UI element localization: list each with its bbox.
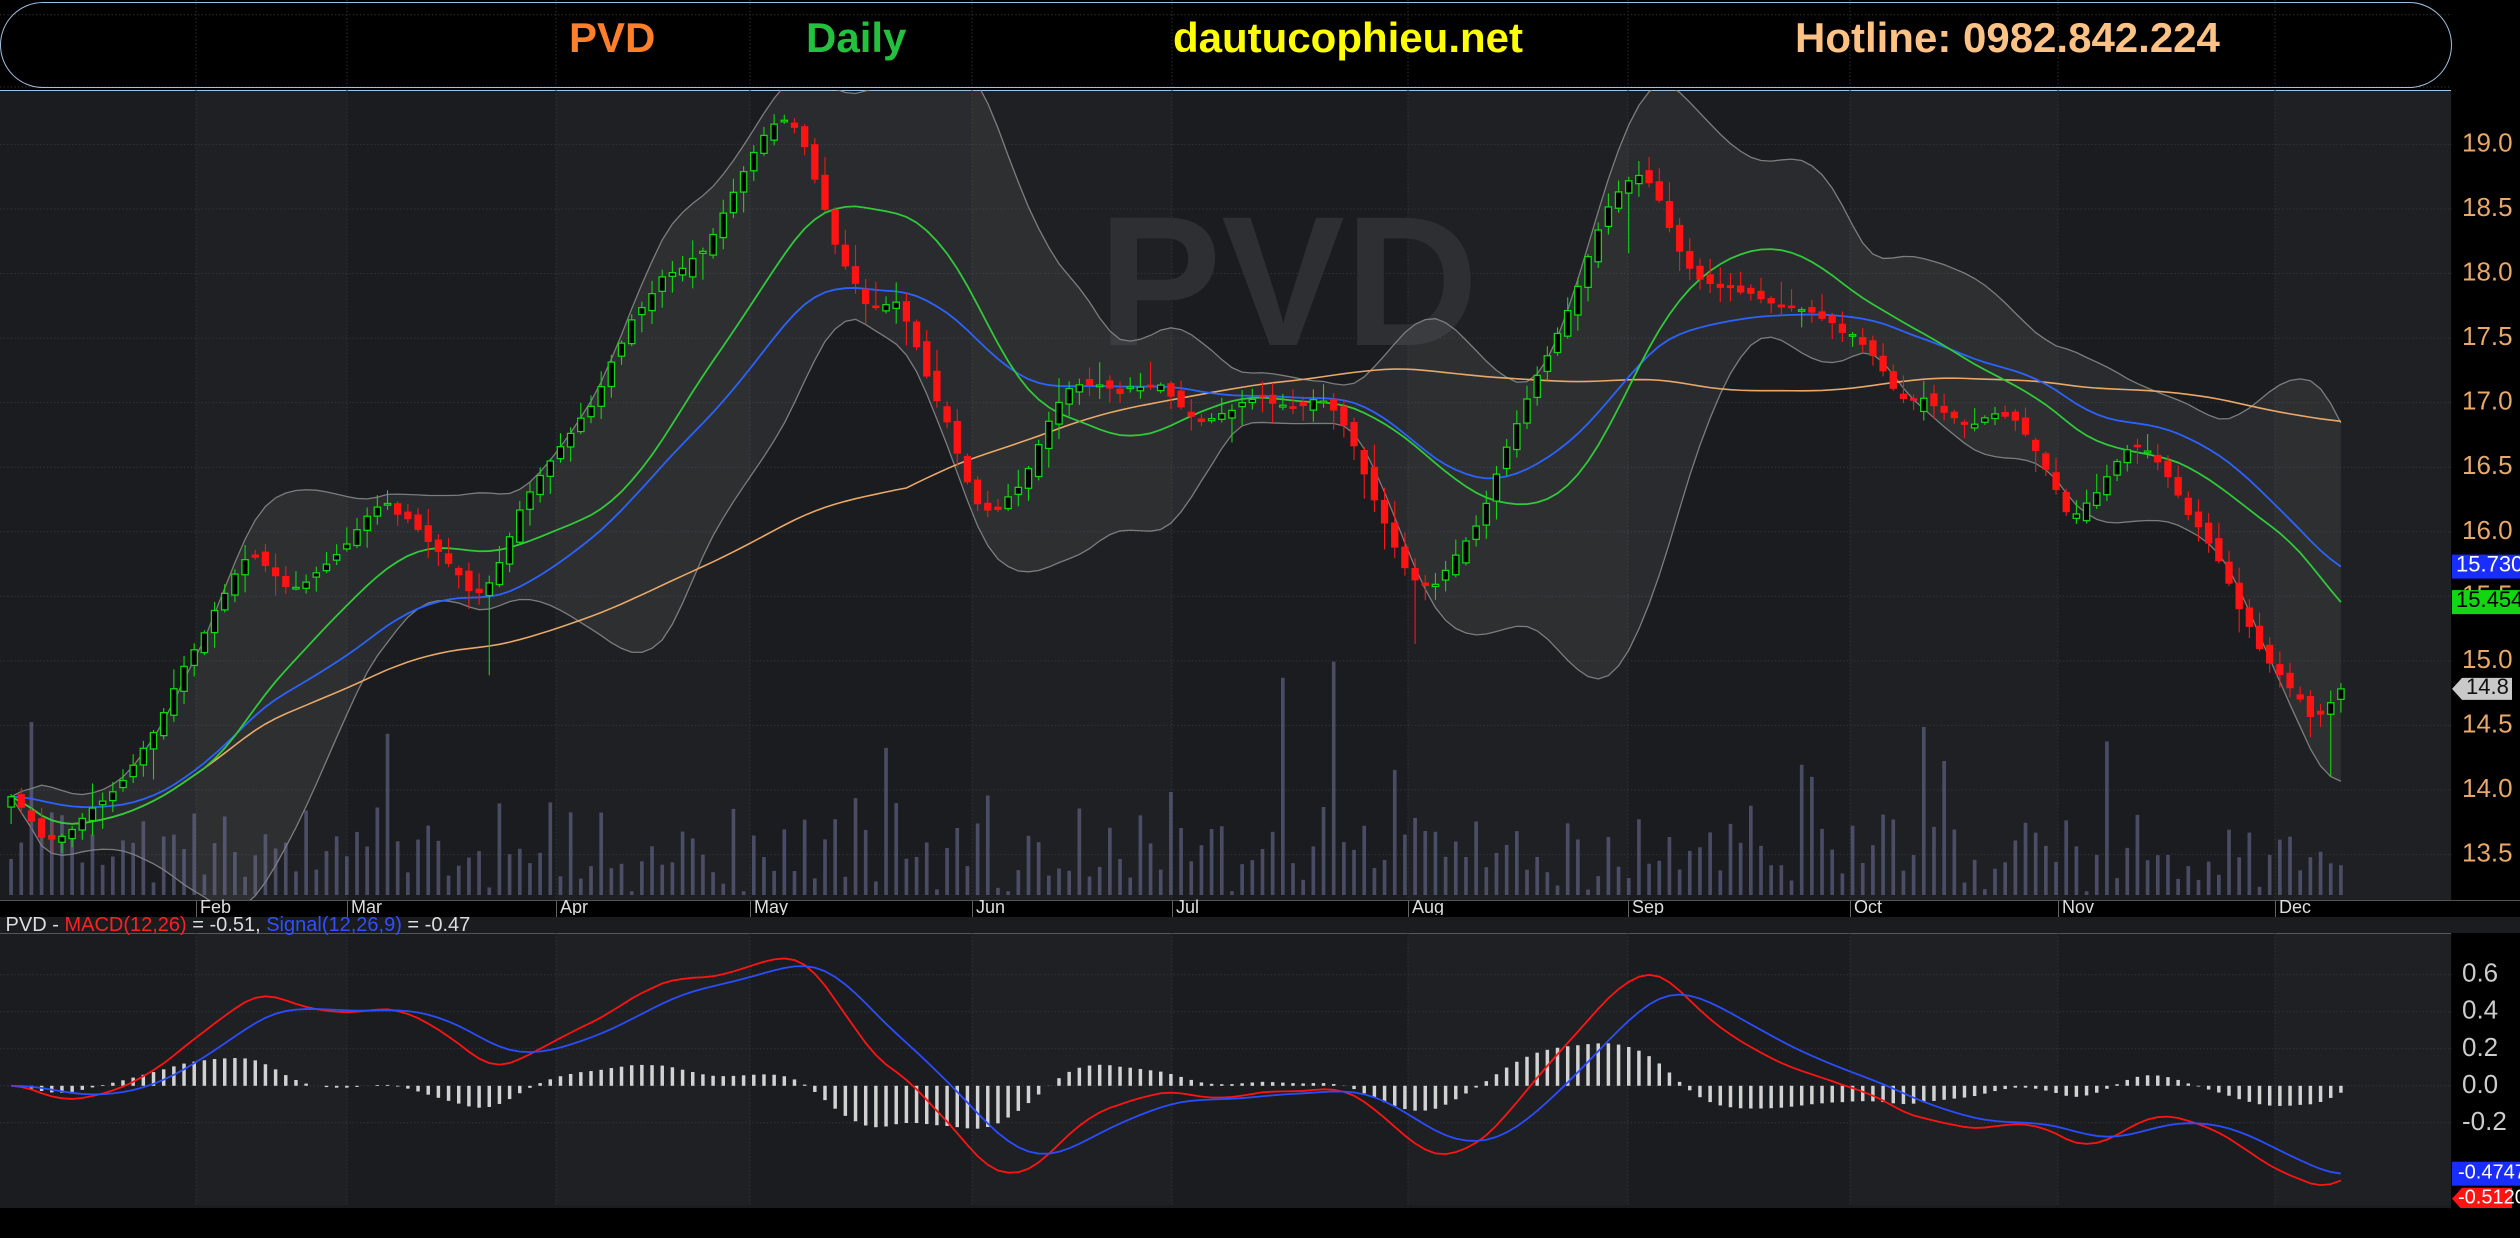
svg-text:19.5: 19.5 xyxy=(2462,90,2513,93)
svg-text:0.4: 0.4 xyxy=(2462,995,2498,1025)
svg-text:-0.474712: -0.474712 xyxy=(2458,1162,2520,1184)
svg-text:17.0: 17.0 xyxy=(2462,386,2513,416)
svg-text:13.5: 13.5 xyxy=(2462,838,2513,868)
svg-text:19.0: 19.0 xyxy=(2462,127,2513,157)
svg-text:14.0: 14.0 xyxy=(2462,773,2513,803)
svg-text:-0.512083: -0.512083 xyxy=(2458,1187,2520,1208)
svg-text:16.5: 16.5 xyxy=(2462,450,2513,480)
svg-text:18.0: 18.0 xyxy=(2462,257,2513,287)
svg-text:0.2: 0.2 xyxy=(2462,1032,2498,1062)
svg-text:15.0: 15.0 xyxy=(2462,644,2513,674)
svg-text:0.0: 0.0 xyxy=(2462,1069,2498,1099)
svg-text:17.5: 17.5 xyxy=(2462,321,2513,351)
svg-text:14.5: 14.5 xyxy=(2462,708,2513,738)
svg-text:16.0: 16.0 xyxy=(2462,515,2513,545)
svg-text:15.730: 15.730 xyxy=(2456,552,2520,577)
svg-text:15.4549: 15.4549 xyxy=(2456,587,2520,612)
svg-text:18.5: 18.5 xyxy=(2462,192,2513,222)
svg-text:14.8: 14.8 xyxy=(2466,674,2509,699)
svg-text:0.6: 0.6 xyxy=(2462,958,2498,988)
svg-text:-0.2: -0.2 xyxy=(2462,1106,2507,1136)
